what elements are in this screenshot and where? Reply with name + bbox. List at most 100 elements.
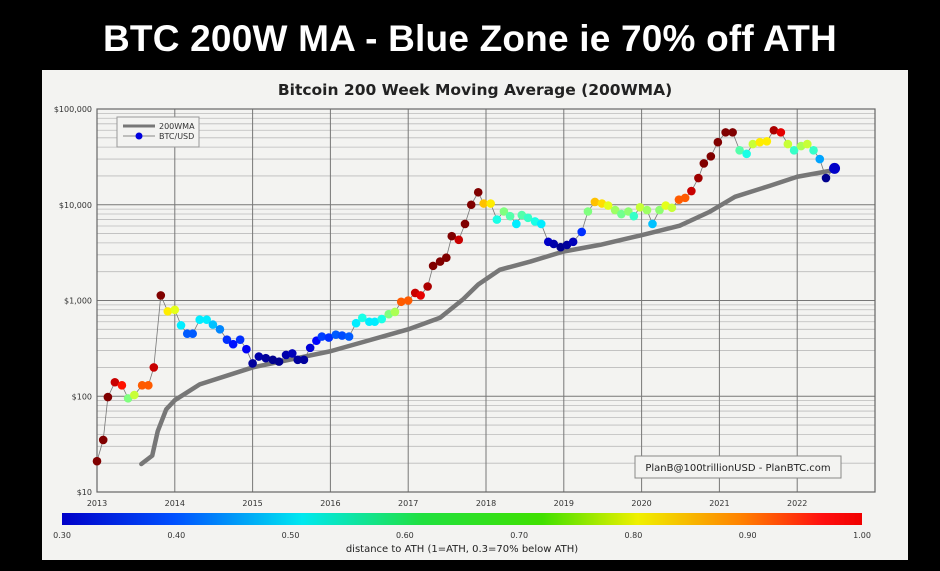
btc-price-point bbox=[403, 296, 413, 305]
btc-price-point bbox=[755, 137, 765, 147]
btc-price-point bbox=[254, 352, 264, 361]
btc-price-point bbox=[435, 257, 445, 266]
btc-price-point bbox=[821, 173, 831, 183]
x-tick-label: 2020 bbox=[631, 499, 651, 508]
btc-price-point bbox=[687, 186, 696, 196]
btc-price-point bbox=[809, 146, 818, 155]
btc-price-point bbox=[305, 343, 315, 353]
btc-price-point bbox=[324, 333, 334, 342]
legend-entry: 200WMA bbox=[159, 122, 195, 131]
y-tick-label: $100,000 bbox=[54, 105, 92, 114]
btc-price-point bbox=[228, 339, 238, 349]
legend-btc-dot bbox=[135, 132, 143, 140]
x-tick-label: 2014 bbox=[165, 499, 185, 508]
btc-price-point bbox=[603, 201, 613, 210]
wma-200-line bbox=[139, 167, 839, 467]
legend: 200WMA BTC/USD bbox=[116, 116, 200, 148]
btc-price-point bbox=[351, 318, 361, 328]
btc-price-point bbox=[390, 307, 400, 317]
x-tick-label: 2015 bbox=[242, 499, 262, 508]
btc-price-point bbox=[195, 315, 204, 325]
btc-price-point bbox=[447, 231, 457, 241]
btc-price-point bbox=[428, 261, 438, 271]
btc-price-point bbox=[499, 207, 509, 216]
btc-price-point bbox=[110, 377, 120, 387]
y-tick-label: $100 bbox=[72, 392, 92, 401]
btc-price-point bbox=[549, 239, 558, 249]
btc-price-point bbox=[648, 219, 657, 229]
btc-price-point bbox=[215, 325, 225, 334]
x-tick-label: 2019 bbox=[554, 499, 574, 508]
colorbar-label: distance to ATH (1=ATH, 0.3=70% below AT… bbox=[346, 544, 578, 555]
btc-price-point bbox=[176, 321, 186, 330]
btc-price-point bbox=[742, 149, 751, 159]
btc-price-point bbox=[617, 209, 626, 219]
btc-price-point bbox=[642, 205, 652, 215]
btc-price-point bbox=[261, 353, 271, 363]
btc-price-point bbox=[789, 146, 799, 155]
btc-price-point bbox=[144, 381, 153, 390]
annotation-text: PlanB@100trillionUSD - PlanBTC.com bbox=[645, 463, 830, 474]
btc-price-point bbox=[629, 211, 639, 221]
btc-price-point bbox=[396, 297, 406, 307]
btc-price-point bbox=[748, 139, 758, 149]
btc-price-point bbox=[117, 381, 127, 390]
btc-price-point bbox=[299, 355, 309, 365]
btc-price-point bbox=[699, 159, 709, 168]
btc-price-point bbox=[202, 315, 211, 325]
btc-price-point bbox=[486, 199, 495, 208]
btc-price-point bbox=[242, 344, 251, 354]
btc-price-point bbox=[829, 162, 841, 174]
btc-price-point bbox=[735, 146, 744, 155]
btc-price-point bbox=[721, 128, 730, 137]
btc-price-point bbox=[208, 320, 218, 329]
btc-price-point bbox=[103, 392, 113, 402]
btc-price-point bbox=[92, 456, 102, 466]
colorbar-tick-label: 1.00 bbox=[853, 531, 871, 540]
colorbar-tick-label: 0.30 bbox=[53, 531, 71, 540]
btc-price-point bbox=[222, 335, 232, 344]
btc-price-point bbox=[728, 128, 737, 137]
colorbar-tick-label: 0.80 bbox=[625, 531, 643, 540]
colorbar-tick-label: 0.50 bbox=[282, 531, 300, 540]
btc-price-point bbox=[416, 291, 425, 300]
btc-price-point bbox=[583, 207, 593, 216]
btc-price-point bbox=[815, 154, 825, 164]
btc-price-point bbox=[274, 357, 284, 366]
btc-price-point bbox=[248, 359, 257, 368]
btc-price-point bbox=[492, 215, 502, 224]
y-tick-label: $10,000 bbox=[59, 201, 92, 210]
btc-price-point bbox=[287, 349, 297, 358]
legend-entry: BTC/USD bbox=[159, 132, 194, 141]
btc-price-point bbox=[762, 136, 772, 146]
btc-price-point bbox=[655, 205, 664, 215]
btc-price-point bbox=[635, 203, 645, 212]
annotation-box: PlanB@100trillionUSD - PlanBTC.com bbox=[634, 455, 842, 479]
chart-title: Bitcoin 200 Week Moving Average (200WMA) bbox=[278, 81, 672, 99]
btc-price-point bbox=[149, 363, 159, 372]
btc-price-point bbox=[377, 314, 387, 324]
btc-price-point bbox=[370, 317, 380, 327]
btc-price-point bbox=[317, 332, 327, 341]
btc-price-point bbox=[293, 355, 303, 365]
btc-price-point bbox=[170, 305, 180, 315]
btc-price-point bbox=[442, 253, 451, 262]
x-tick-label: 2022 bbox=[787, 499, 807, 508]
btc-price-point bbox=[706, 152, 716, 161]
btc-price-point bbox=[188, 329, 197, 339]
btc-price-point bbox=[454, 235, 464, 245]
btc-price-point bbox=[137, 381, 147, 390]
btc-price-point bbox=[568, 237, 578, 247]
btc-price-point bbox=[523, 213, 533, 223]
plot-frame bbox=[96, 108, 876, 493]
btc-price-point bbox=[694, 173, 703, 183]
btc-price-point bbox=[783, 139, 793, 149]
btc-price-point bbox=[337, 331, 347, 340]
btc-price-point bbox=[423, 282, 432, 291]
btc-price-point bbox=[460, 219, 470, 229]
x-tick-label: 2018 bbox=[476, 499, 496, 508]
btc-price-point bbox=[130, 390, 139, 400]
colorbar-tick-label: 0.40 bbox=[167, 531, 185, 540]
btc-price-point bbox=[590, 197, 600, 207]
btc-price-point bbox=[505, 211, 515, 221]
